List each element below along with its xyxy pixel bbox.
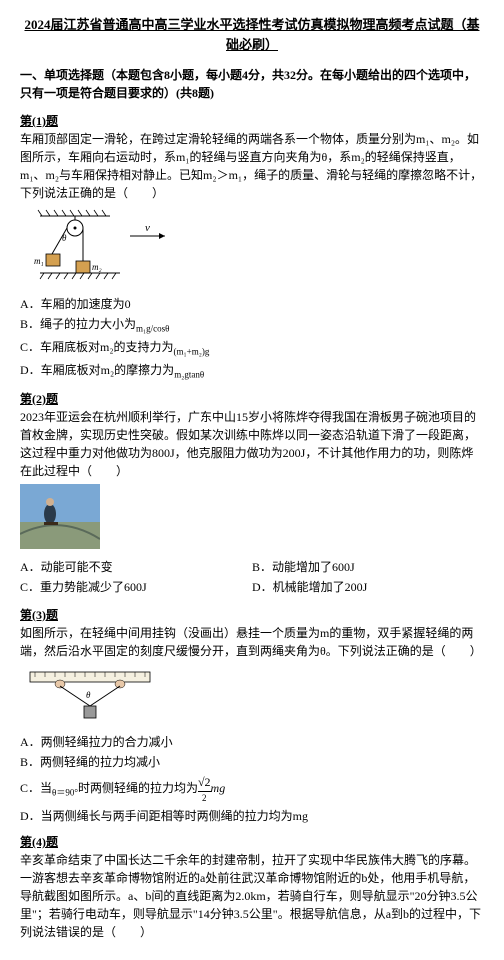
svg-text:θ: θ: [86, 690, 91, 700]
q1-optB: B．绳子的拉力大小为m₁g/cosθ: [20, 315, 484, 336]
q2-optD: D．机械能增加了200J: [252, 578, 484, 596]
q3-text: 如图所示，在轻绳中间用挂钩（没画出）悬挂一个质量为m的重物，双手紧握轻绳的两端，…: [20, 624, 484, 660]
svg-text:θ: θ: [62, 233, 67, 243]
svg-text:m₂: m₂: [92, 262, 102, 272]
q4-text: 辛亥革命结束了中国长达二千余年的封建帝制，拉开了实现中华民族伟大腾飞的序幕。一游…: [20, 851, 484, 941]
q1-options: A．车厢的加速度为0 B．绳子的拉力大小为m₁g/cosθ C．车厢底板对m₂的…: [20, 295, 484, 382]
q2-figure: [20, 484, 484, 554]
q1-optC: C．车厢底板对m₂的支持力为(m₁+m₂)g: [20, 338, 484, 359]
q3-options: A．两侧轻绳拉力的合力减小 B．两侧轻绳的拉力均减小 C．当θ＝90°时两侧轻绳…: [20, 733, 484, 826]
q2-optC: C．重力势能减少了600J: [20, 578, 252, 596]
q1-optA: A．车厢的加速度为0: [20, 295, 484, 313]
q3-figure: θ: [20, 664, 484, 729]
svg-text:v: v: [145, 222, 150, 234]
q1-text: 车厢顶部固定一滑轮，在跨过定滑轮轻绳的两端各系一个物体，质量分别为m₁、m₂。如…: [20, 130, 484, 202]
section-1-header: 一、单项选择题（本题包含8小题，每小题4分，共32分。在每小题给出的四个选项中，…: [20, 66, 484, 102]
q3-optA: A．两侧轻绳拉力的合力减小: [20, 733, 484, 751]
q3-optB: B．两侧轻绳的拉力均减小: [20, 753, 484, 771]
q2-number: 第(2)题: [20, 390, 484, 408]
q2-text: 2023年亚运会在杭州顺利举行，广东中山15岁小将陈烨夺得我国在滑板男子碗池项目…: [20, 408, 484, 480]
q2-optB: B．动能增加了600J: [252, 558, 484, 576]
q3-optC: C．当θ＝90°时两侧轻绳的拉力均为√22mg: [20, 773, 484, 806]
q1-optD: D．车厢底板对m₂的摩擦力为m₂gtanθ: [20, 361, 484, 382]
q2-optA: A．动能可能不变: [20, 558, 252, 576]
svg-text:m₁: m₁: [34, 256, 44, 266]
q2-options: A．动能可能不变 B．动能增加了600J C．重力势能减少了600J D．机械能…: [20, 558, 484, 598]
q3-optD: D．当两侧绳长与两手间距相等时两侧绳的拉力均为mg: [20, 807, 484, 825]
q4-number: 第(4)题: [20, 833, 484, 851]
exam-title: 2024届江苏省普通高中高三学业水平选择性考试仿真模拟物理高频考点试题（基础必刷…: [20, 15, 484, 54]
q1-number: 第(1)题: [20, 112, 484, 130]
q3-number: 第(3)题: [20, 606, 484, 624]
q1-figure: m₁ θ m₂ v: [20, 206, 484, 291]
